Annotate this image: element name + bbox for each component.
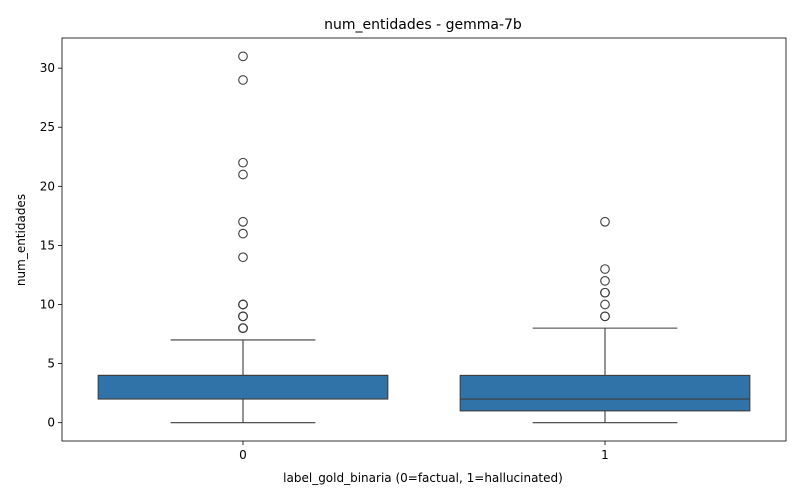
box-group-0 [97, 51, 389, 424]
y-tick-label: 25 [40, 120, 55, 134]
iqr-box [459, 374, 751, 412]
outlier-point [600, 264, 610, 274]
x-tick-label: 1 [601, 448, 609, 462]
outlier-point [238, 311, 248, 322]
box-group-1 [459, 216, 751, 424]
y-tick-label: 0 [47, 416, 55, 430]
plot-frame [61, 37, 787, 442]
y-tick-label: 15 [40, 238, 55, 252]
outlier-point [600, 299, 610, 310]
y-axis-label: num_entidades [14, 194, 28, 286]
outlier-point [600, 311, 610, 322]
outlier-point [238, 216, 248, 227]
y-tick-label: 20 [40, 179, 55, 193]
outlier-point [238, 51, 248, 62]
y-tick-label: 30 [40, 61, 55, 75]
outlier-point [600, 287, 610, 298]
y-axis: 0 5 10 15 20 25 30 [40, 61, 62, 430]
outlier-point [238, 228, 248, 239]
outlier-point [238, 323, 248, 333]
y-tick-label: 10 [40, 298, 55, 312]
chart-title: num_entidades - gemma-7b [324, 17, 522, 33]
x-tick-label: 0 [239, 448, 247, 462]
outlier-point [238, 75, 248, 85]
outlier-point [600, 276, 610, 286]
iqr-box [97, 374, 389, 400]
outlier-point [238, 252, 248, 263]
y-tick-label: 5 [47, 357, 55, 371]
plot-area [97, 51, 751, 424]
x-axis-label: label_gold_binaria (0=factual, 1=halluci… [283, 471, 563, 485]
outlier-point [600, 216, 610, 227]
outlier-point [238, 169, 248, 180]
outlier-point [238, 299, 248, 310]
outlier-point [238, 157, 248, 168]
